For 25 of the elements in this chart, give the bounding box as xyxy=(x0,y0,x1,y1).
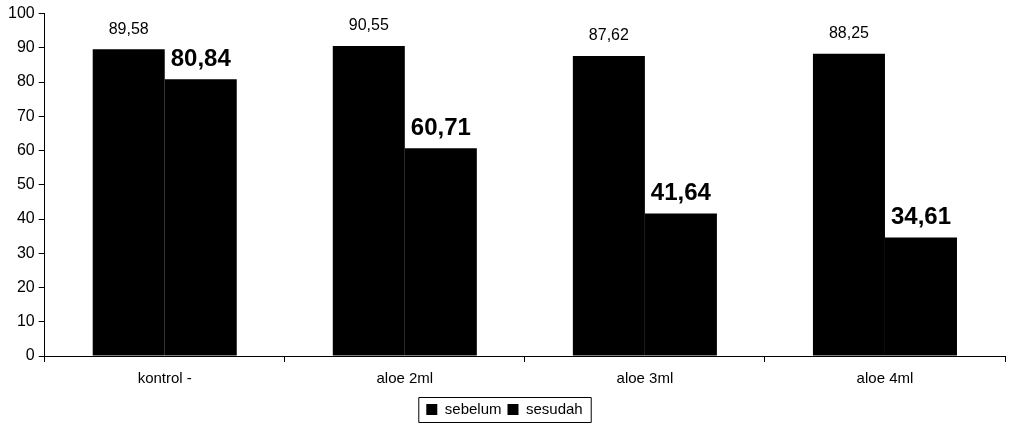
y-tick-label: 30 xyxy=(16,243,35,261)
legend-label: sebelum xyxy=(444,399,502,417)
x-tick-label: aloe 3ml xyxy=(616,369,674,387)
y-tick-label: 10 xyxy=(16,312,35,330)
data-label: 89,58 xyxy=(108,19,149,37)
y-tick-label: 100 xyxy=(7,4,35,22)
y-tick-label: 80 xyxy=(16,72,35,90)
y-tick-label: 20 xyxy=(16,277,35,295)
x-tick-label: aloe 4ml xyxy=(856,369,914,387)
data-label: 80,84 xyxy=(170,43,232,71)
data-label: 41,64 xyxy=(650,178,712,206)
y-tick-label: 50 xyxy=(16,175,35,193)
y-tick-label: 40 xyxy=(16,209,35,227)
legend-label: sesudah xyxy=(525,399,583,417)
y-tick-label: 60 xyxy=(16,140,35,158)
data-label: 87,62 xyxy=(588,26,629,44)
data-label: 60,71 xyxy=(410,112,471,140)
y-tick-label: 90 xyxy=(16,38,35,56)
data-label: 88,25 xyxy=(828,24,870,42)
x-tick-label: kontrol - xyxy=(137,369,192,387)
data-label: 90,55 xyxy=(348,16,389,34)
x-tick-label: aloe 2ml xyxy=(376,369,434,387)
y-tick-label: 0 xyxy=(25,346,35,364)
y-tick-label: 70 xyxy=(16,106,35,124)
data-label: 34,61 xyxy=(890,202,951,230)
